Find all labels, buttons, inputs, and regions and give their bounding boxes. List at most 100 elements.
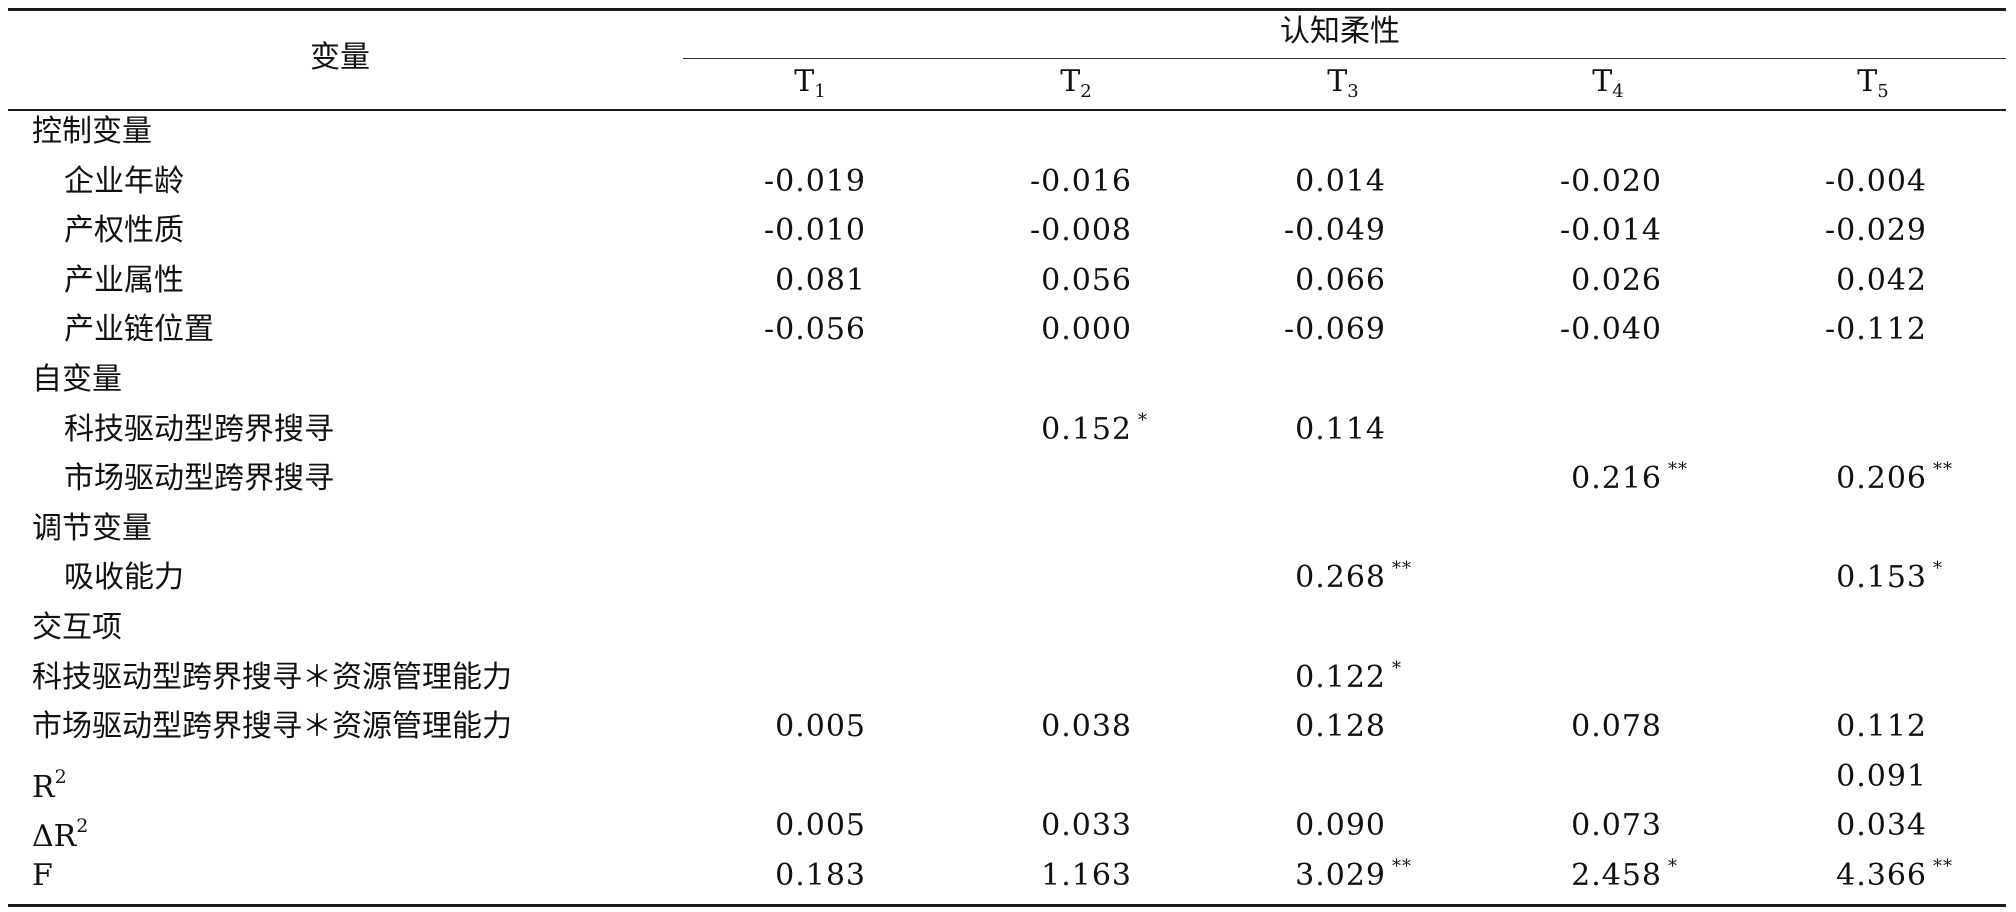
coefficient-value: 0.128	[1295, 709, 1386, 744]
row-label-text: 交互项	[32, 610, 122, 645]
coefficient-value: 0.073	[1571, 808, 1662, 843]
coefficient-value: 0.000	[1041, 312, 1132, 347]
significance-marker: **	[1668, 459, 1688, 480]
significance-marker: **	[1933, 459, 1953, 480]
table-cell-value: 0.216 **	[1422, 461, 1687, 497]
coefficient-value: -0.004	[1824, 164, 1927, 199]
coefficient-value: 0.026	[1571, 263, 1662, 298]
significance-marker: *	[1392, 658, 1402, 679]
table-cell-value: 0.183	[626, 858, 866, 894]
coefficient-value: 0.183	[775, 858, 866, 893]
coefficient-value: -0.029	[1824, 213, 1927, 248]
row-label: ΔR2	[32, 808, 88, 855]
column-header-base: T	[1327, 64, 1348, 99]
row-label: 吸收能力	[64, 560, 184, 596]
row-label-text: 市场驱动型跨界搜寻	[64, 461, 334, 496]
table-cell-value: -0.008	[892, 213, 1132, 249]
row-label-text: 企业年龄	[64, 164, 184, 199]
coefficient-value: 0.038	[1041, 709, 1132, 744]
coefficient-value: 2.458	[1571, 858, 1662, 893]
table-cell-value: -0.019	[626, 164, 866, 200]
table-cell-value: 0.091	[1687, 759, 1927, 795]
table-cell-value: -0.040	[1422, 312, 1662, 348]
table-cell-value: 0.078	[1422, 709, 1662, 745]
coefficient-value: 1.163	[1041, 858, 1132, 893]
table-cell-value: 2.458 *	[1422, 858, 1677, 894]
table-top-rule	[8, 8, 2006, 11]
coefficient-value: 0.091	[1836, 759, 1927, 794]
coefficient-value: 3.029	[1295, 858, 1386, 893]
coefficient-value: 0.114	[1295, 412, 1386, 447]
table-cell-value: 0.026	[1422, 263, 1662, 299]
coefficient-value: 0.216	[1571, 461, 1662, 496]
row-label: R2	[32, 759, 67, 806]
row-label: 产业链位置	[64, 312, 214, 348]
row-label: 交互项	[32, 610, 122, 646]
table-cell-value: 0.114	[1146, 412, 1386, 448]
header-bottom-rule	[8, 109, 2006, 111]
coefficient-value: -0.019	[763, 164, 866, 199]
coefficient-value: -0.049	[1283, 213, 1386, 248]
column-header-t2: T2	[1016, 64, 1136, 110]
table-cell-value: 3.029 **	[1146, 858, 1411, 894]
coefficient-value: 0.153	[1836, 560, 1927, 595]
coefficient-value: -0.040	[1559, 312, 1662, 347]
significance-marker: **	[1933, 856, 1953, 877]
table-cell-value: -0.112	[1687, 312, 1927, 348]
coefficient-value: 0.056	[1041, 263, 1132, 298]
coefficient-value: -0.112	[1824, 312, 1927, 347]
column-header-base: T	[794, 64, 815, 99]
row-header-title: 变量	[310, 40, 370, 75]
coefficient-value: 0.122	[1295, 660, 1386, 695]
column-header-subscript: 2	[1080, 81, 1092, 102]
coefficient-value: 0.268	[1295, 560, 1386, 595]
group-header: 认知柔性	[1280, 14, 1400, 49]
table-cell-value: 0.056	[892, 263, 1132, 299]
coefficient-value: -0.069	[1283, 312, 1386, 347]
coefficient-value: 0.014	[1295, 164, 1386, 199]
table-cell-value: -0.049	[1146, 213, 1386, 249]
table-cell-value: 0.268 **	[1146, 560, 1411, 596]
row-label-text: 产权性质	[64, 213, 184, 248]
column-header-base: T	[1592, 64, 1613, 99]
table-cell-value: 0.042	[1687, 263, 1927, 299]
row-label-text: 自变量	[32, 362, 122, 397]
row-label-text: 科技驱动型跨界搜寻	[64, 412, 334, 447]
table-cell-value: 0.005	[626, 808, 866, 844]
significance-marker: **	[1392, 558, 1412, 579]
coefficient-value: 0.081	[775, 263, 866, 298]
coefficient-value: 0.090	[1295, 808, 1386, 843]
coefficient-value: 0.005	[775, 709, 866, 744]
table-cell-value: 0.122 *	[1146, 660, 1401, 696]
table-cell-value: -0.029	[1687, 213, 1927, 249]
row-label: 企业年龄	[64, 164, 184, 200]
coefficient-value: -0.016	[1029, 164, 1132, 199]
coefficient-value: 0.005	[775, 808, 866, 843]
coefficient-value: 0.042	[1836, 263, 1927, 298]
coefficient-value: 0.066	[1295, 263, 1386, 298]
table-cell-value: 0.153 *	[1687, 560, 1942, 596]
coefficient-value: -0.008	[1029, 213, 1132, 248]
row-label-text: F	[32, 858, 53, 893]
table-bottom-rule	[8, 904, 2006, 907]
row-label-text: 市场驱动型跨界搜寻＊资源管理能力	[32, 709, 512, 744]
row-label: 调节变量	[32, 511, 152, 547]
column-header-subscript: 5	[1877, 81, 1889, 102]
table-cell-value: 0.014	[1146, 164, 1386, 200]
row-label: 科技驱动型跨界搜寻＊资源管理能力	[32, 660, 512, 696]
table-cell-value: -0.004	[1687, 164, 1927, 200]
row-label-text: 科技驱动型跨界搜寻＊资源管理能力	[32, 660, 512, 695]
column-header-t4: T4	[1548, 64, 1668, 110]
significance-marker: *	[1668, 856, 1678, 877]
table-cell-value: 0.033	[892, 808, 1132, 844]
table-cell-value: 0.073	[1422, 808, 1662, 844]
table-cell-value: 0.152 *	[892, 412, 1147, 448]
table-cell-value: 0.090	[1146, 808, 1386, 844]
table-cell-value: 0.005	[626, 709, 866, 745]
coefficient-value: -0.056	[763, 312, 866, 347]
row-label-superscript: 2	[54, 766, 67, 788]
column-header-t1: T1	[750, 64, 870, 110]
row-label: 产业属性	[64, 263, 184, 299]
row-label: 自变量	[32, 362, 122, 398]
table-cell-value: 0.038	[892, 709, 1132, 745]
